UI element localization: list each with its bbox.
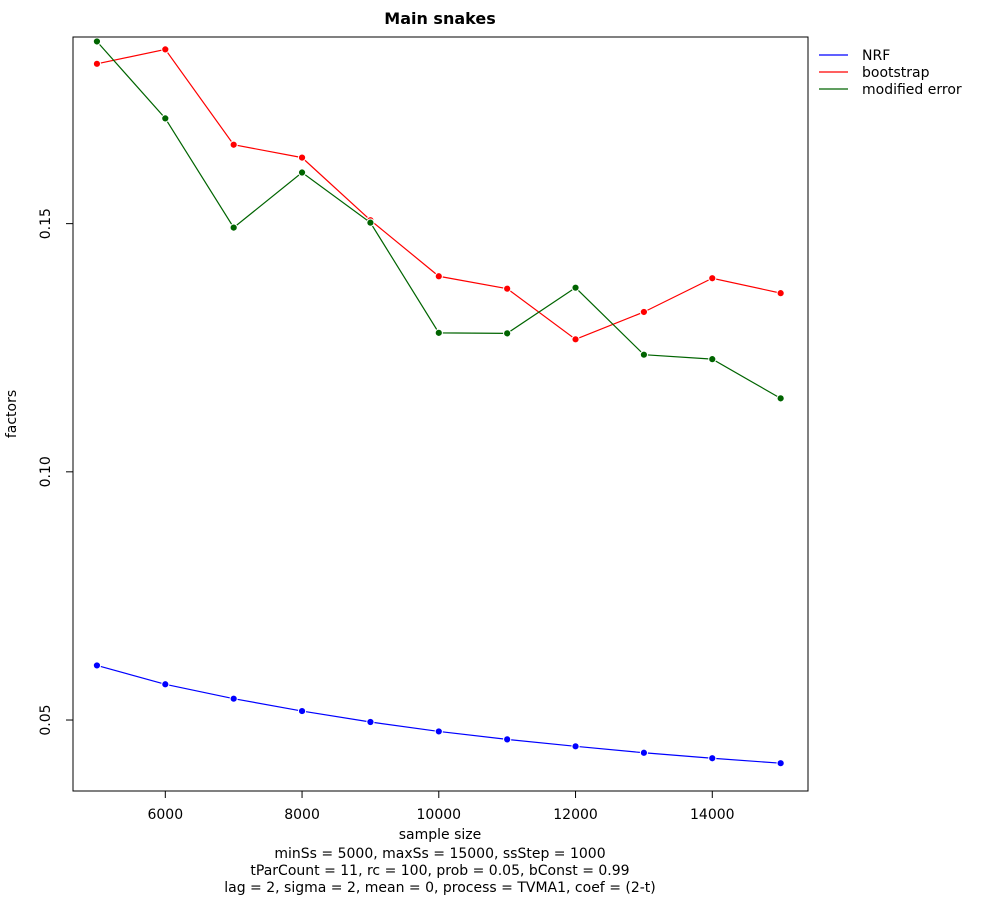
x-axis-label: sample size — [399, 827, 482, 843]
x-axis: 6000 8000 10000 12000 14000 — [147, 791, 735, 823]
data-point-nrf — [434, 727, 443, 736]
caption-line-1: minSs = 5000, maxSs = 15000, ssStep = 10… — [274, 846, 605, 862]
data-point-modified-error — [639, 350, 649, 359]
data-point-modified-error — [776, 394, 785, 403]
x-tick-label: 6000 — [147, 807, 183, 823]
caption-line-2: tParCount = 11, rc = 100, prob = 0.05, b… — [250, 863, 629, 879]
caption-line-3: lag = 2, sigma = 2, mean = 0, process = … — [224, 880, 656, 896]
y-tick-label: 0.15 — [38, 208, 54, 239]
plot-frame — [72, 36, 809, 792]
legend-label: modified error — [862, 82, 962, 98]
data-point-bootstrap — [434, 272, 443, 281]
data-point-modified-error — [503, 329, 512, 338]
chart-title: Main snakes — [384, 9, 495, 28]
y-axis: 0.05 0.10 0.15 — [38, 208, 73, 736]
data-point-bootstrap — [229, 140, 238, 149]
series-modified-error — [92, 37, 785, 403]
y-axis-label: factors — [4, 390, 20, 438]
x-tick-label: 10000 — [417, 807, 462, 823]
data-point-nrf — [161, 680, 170, 689]
data-point-nrf — [297, 706, 307, 716]
x-tick-label: 8000 — [284, 807, 320, 823]
x-tick-label: 12000 — [553, 807, 598, 823]
data-point-modified-error — [161, 114, 170, 123]
series-line-nrf — [96, 664, 781, 764]
legend-label: bootstrap — [862, 65, 930, 81]
data-point-nrf — [776, 759, 785, 768]
data-point-nrf — [229, 694, 238, 703]
y-tick-label: 0.10 — [38, 456, 54, 487]
data-point-bootstrap — [92, 59, 102, 68]
data-point-bootstrap — [297, 153, 307, 162]
series-line-modified-error — [96, 41, 781, 399]
series-bootstrap — [92, 45, 785, 344]
data-point-bootstrap — [776, 289, 785, 298]
data-point-bootstrap — [503, 284, 512, 293]
data-point-bootstrap — [571, 335, 580, 344]
data-point-modified-error — [92, 37, 102, 46]
data-point-nrf — [639, 748, 649, 757]
data-point-nrf — [708, 754, 717, 763]
data-point-nrf — [366, 717, 375, 727]
data-point-nrf — [571, 742, 580, 751]
series-line-bootstrap — [96, 48, 781, 340]
y-tick-label: 0.05 — [38, 704, 54, 735]
series-nrf — [92, 661, 785, 768]
data-point-modified-error — [366, 218, 375, 227]
data-point-modified-error — [434, 328, 443, 337]
data-point-modified-error — [708, 355, 717, 364]
x-tick-label: 14000 — [690, 807, 735, 823]
data-point-nrf — [503, 735, 512, 744]
data-point-modified-error — [297, 168, 307, 177]
data-point-modified-error — [571, 283, 580, 292]
data-point-nrf — [92, 661, 102, 670]
data-point-bootstrap — [708, 274, 717, 283]
data-point-modified-error — [229, 223, 238, 232]
legend-label: NRF — [862, 48, 890, 64]
data-point-bootstrap — [161, 45, 170, 54]
data-point-bootstrap — [639, 307, 649, 317]
series-layer — [92, 37, 785, 768]
